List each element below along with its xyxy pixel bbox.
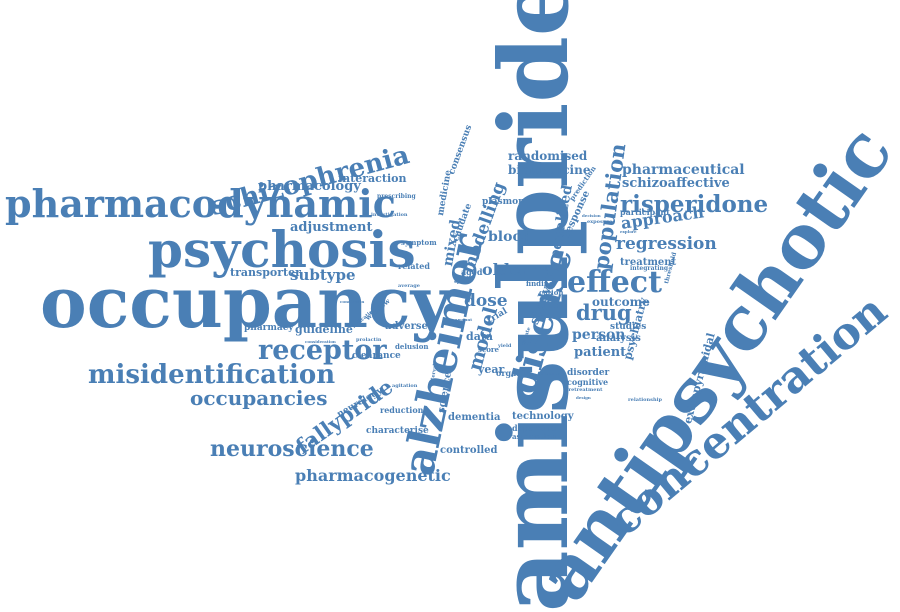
word-conclusion: conclusion bbox=[340, 299, 365, 304]
word-finding: finding bbox=[526, 279, 554, 288]
word-studies: studies bbox=[610, 322, 647, 332]
word-prescribing: prescribing bbox=[377, 193, 416, 200]
word-biomedicine: biomedicine bbox=[508, 163, 591, 177]
word-consensus: consensus bbox=[447, 123, 475, 177]
word-dementia: dementia bbox=[448, 412, 501, 423]
word-agitation: agitation bbox=[392, 383, 418, 389]
word-randomised: randomised bbox=[508, 149, 588, 163]
word-analysis: analysis bbox=[596, 333, 641, 344]
word-outcome: outcome bbox=[592, 295, 650, 309]
word-adjustment: adjustment bbox=[290, 220, 373, 235]
word-cognitive: cognitive bbox=[567, 377, 609, 387]
word-delusion: delusion bbox=[395, 342, 429, 351]
word-healthy: healthy bbox=[532, 265, 553, 271]
word-effect: effect bbox=[567, 265, 662, 300]
word-consideration: consideration bbox=[305, 339, 336, 344]
word-year: year bbox=[478, 363, 505, 376]
word-transporter: transporter bbox=[230, 266, 301, 279]
word-person: person bbox=[572, 327, 626, 343]
word-association: association bbox=[512, 432, 557, 441]
word-yield: yield bbox=[498, 343, 512, 349]
word-objective: objective bbox=[540, 266, 566, 272]
word-blood: blood bbox=[488, 229, 532, 245]
word-interaction: interaction bbox=[338, 172, 407, 185]
word-related: related bbox=[398, 261, 430, 271]
word-occupancy: occupancy bbox=[40, 261, 452, 344]
word-score: score bbox=[478, 345, 500, 354]
word-prolactin: prolactin bbox=[356, 337, 382, 343]
word-average: average bbox=[398, 283, 420, 289]
word-amount: amount bbox=[455, 317, 473, 322]
word-pharmacy: pharmacy bbox=[244, 323, 294, 333]
word-reduction: reduction bbox=[380, 405, 424, 415]
word-neuroscience: neuroscience bbox=[210, 436, 374, 462]
word-cation: cation bbox=[539, 288, 564, 297]
word-symptom: symptom bbox=[401, 238, 437, 247]
word-medicine: medicine bbox=[436, 169, 454, 217]
word-technology: technology bbox=[512, 411, 574, 422]
word-dose: dose bbox=[464, 291, 508, 311]
word-misidentification: misidentification bbox=[88, 360, 336, 390]
word-disorder: disorder bbox=[567, 368, 610, 378]
word-regression: regression bbox=[616, 234, 717, 254]
word-characterise: characterise bbox=[366, 426, 429, 436]
word-design: design bbox=[576, 395, 591, 400]
word-decision: decision bbox=[582, 213, 601, 218]
word-integrating: integrating bbox=[630, 265, 669, 272]
word-older: older bbox=[482, 260, 529, 279]
word-explore: explore bbox=[620, 229, 637, 234]
word-dopamine: dopamine bbox=[512, 423, 557, 433]
word-guideline: guideline bbox=[295, 323, 353, 336]
word-participant: participant bbox=[620, 207, 670, 217]
word-receptor: receptor bbox=[258, 335, 387, 366]
word-favoured: favoured bbox=[538, 371, 563, 377]
word-pretreatment: pretreatment bbox=[565, 387, 603, 393]
word-risperidone: risperidone bbox=[620, 191, 769, 218]
word-pharmacogenetic: pharmacogenetic bbox=[295, 466, 451, 485]
word-psychosis: psychosis bbox=[148, 220, 416, 279]
word-schizoaffective: schizoaffective bbox=[622, 176, 730, 191]
word-patient: patient bbox=[574, 345, 627, 360]
word-exposure: exposure bbox=[587, 219, 613, 225]
word-relationship: relationship bbox=[628, 397, 662, 403]
word-aged: aged bbox=[461, 267, 483, 277]
word-spray: spray bbox=[454, 279, 470, 285]
word-controlled: controlled bbox=[440, 445, 498, 456]
word-plasmon: plasmon bbox=[482, 197, 525, 207]
word-organic: organic bbox=[496, 368, 531, 378]
word-treatment: treatment bbox=[620, 257, 677, 268]
word-drug: drug bbox=[576, 300, 632, 325]
word-pharmacodynamic: pharmacodynamic bbox=[5, 181, 396, 226]
word-pharmaceutical: pharmaceutical bbox=[622, 162, 745, 178]
word-adverse: adverse bbox=[385, 321, 428, 332]
word-pharmacology: pharmacology bbox=[258, 179, 361, 194]
word-occupancies: occupancies bbox=[190, 386, 328, 410]
word-subtype: subtype bbox=[290, 266, 356, 284]
word-clearance: clearance bbox=[352, 351, 401, 361]
word-data: data bbox=[466, 330, 494, 343]
word-investigation: investigation bbox=[371, 212, 408, 218]
